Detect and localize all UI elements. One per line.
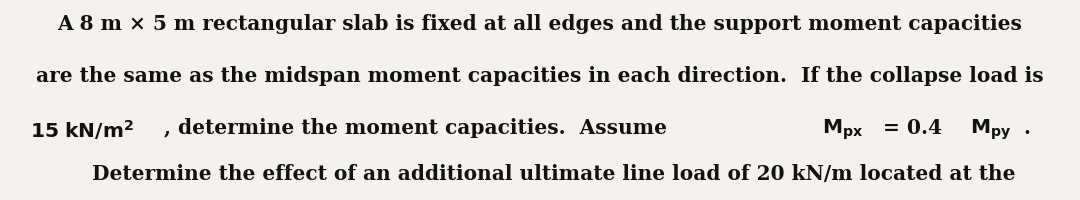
Text: Determine the effect of an additional ultimate line load of 20 kN/m located at t: Determine the effect of an additional ul… <box>64 164 1016 184</box>
Text: $\mathbf{M_{px}}$: $\mathbf{M_{px}}$ <box>822 118 864 142</box>
Text: are the same as the midspan moment capacities in each direction.  If the collaps: are the same as the midspan moment capac… <box>37 66 1043 86</box>
Text: .: . <box>1023 118 1030 138</box>
Text: , determine the moment capacities.  Assume: , determine the moment capacities. Assum… <box>164 118 674 138</box>
Text: = 0.4: = 0.4 <box>876 118 948 138</box>
Text: $\mathbf{15\ kN/m^{2}}$: $\mathbf{15\ kN/m^{2}}$ <box>30 118 134 142</box>
Text: $\mathbf{M_{py}}$: $\mathbf{M_{py}}$ <box>970 118 1011 142</box>
Text: A 8 m × 5 m rectangular slab is fixed at all edges and the support moment capaci: A 8 m × 5 m rectangular slab is fixed at… <box>57 14 1023 34</box>
